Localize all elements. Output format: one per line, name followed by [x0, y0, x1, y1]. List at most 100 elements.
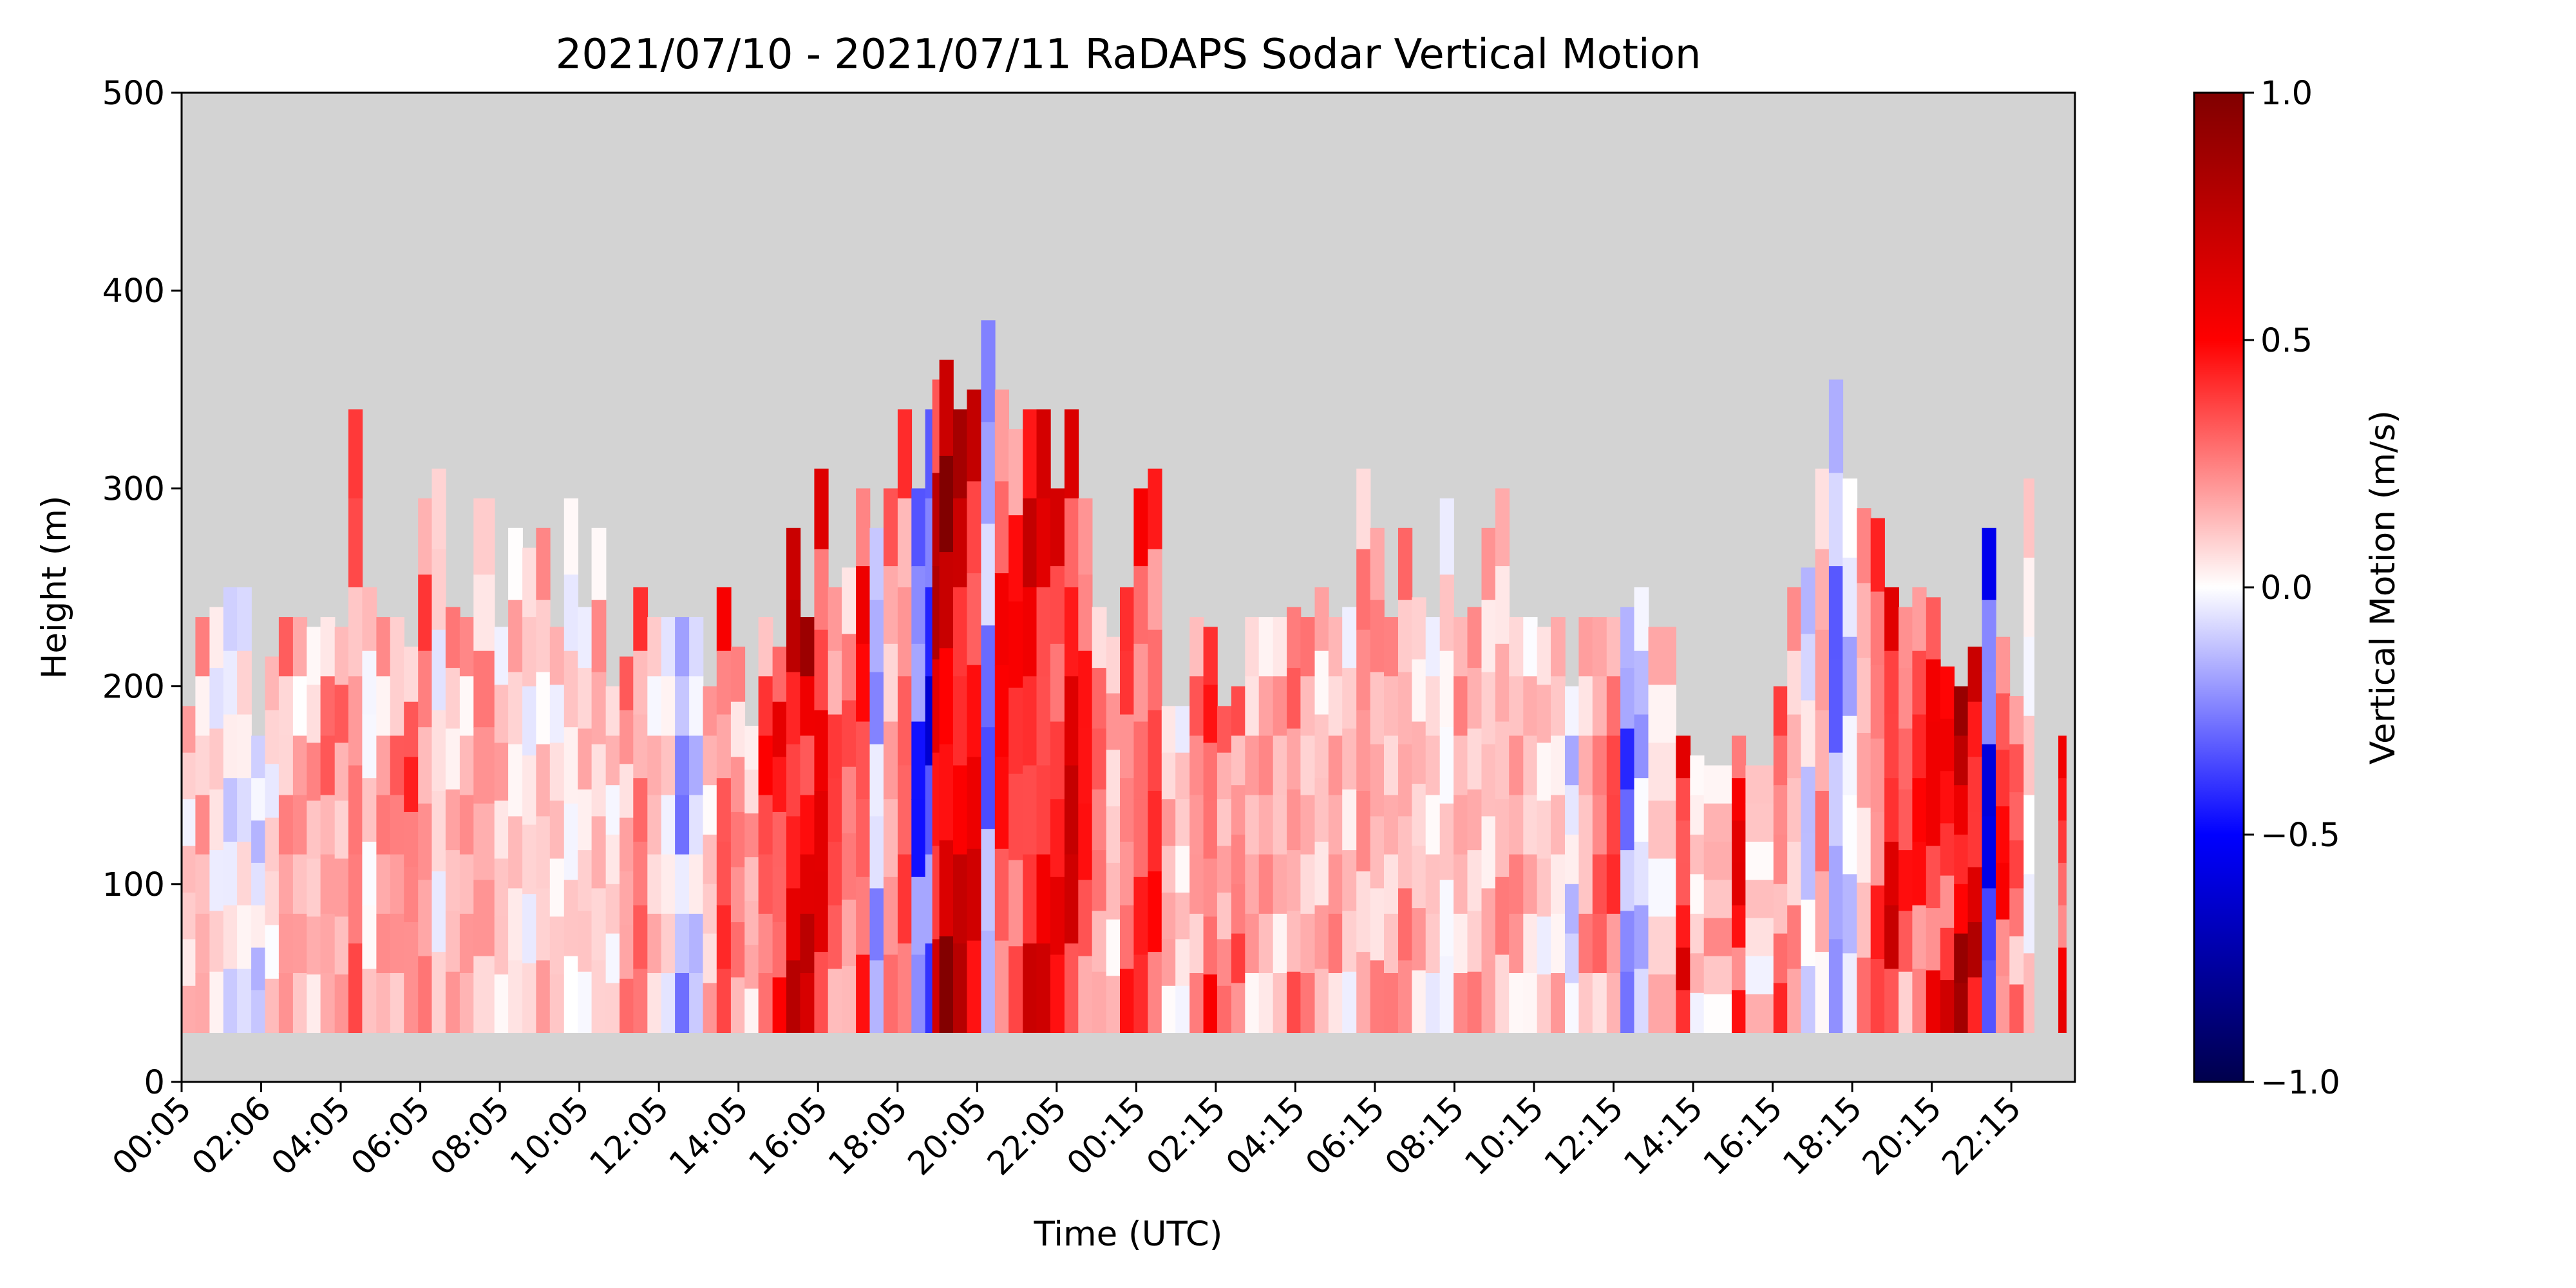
heatmap-cell	[1537, 974, 1551, 1033]
heatmap-cell	[1982, 816, 1996, 889]
heatmap-cell	[404, 922, 419, 978]
heatmap-cell	[1412, 970, 1426, 1033]
heatmap-cell	[1425, 795, 1441, 855]
heatmap-column	[1370, 527, 1385, 1033]
heatmap-cell	[730, 647, 746, 703]
heatmap-cell	[1801, 899, 1816, 967]
heatmap-cell	[1481, 672, 1496, 745]
heatmap-cell	[564, 956, 578, 1033]
heatmap-cell	[1412, 721, 1426, 784]
heatmap-column	[1495, 488, 1510, 1033]
heatmap-cell	[1703, 918, 1732, 957]
plot-frame	[180, 91, 2076, 1083]
heatmap-cell	[418, 880, 433, 957]
heatmap-cell	[1412, 659, 1426, 723]
heatmap-cell	[307, 800, 321, 860]
heatmap-cell	[1342, 789, 1357, 851]
heatmap-cell	[1342, 971, 1357, 1033]
heatmap-cell	[1078, 574, 1093, 652]
heatmap-cell	[1175, 846, 1190, 893]
heatmap-cell	[911, 643, 926, 723]
heatmap-column	[564, 498, 578, 1033]
heatmap-cell	[1078, 650, 1093, 728]
heatmap-cell	[1967, 757, 1983, 813]
colorbar-tick-label: 1.0	[2260, 75, 2313, 113]
heatmap-cell	[897, 409, 913, 499]
heatmap-cell	[1578, 854, 1593, 914]
heatmap-cell	[758, 676, 773, 737]
heatmap-cell	[1314, 650, 1329, 715]
heatmap-cell	[1620, 850, 1635, 912]
heatmap-cell	[1954, 785, 1969, 835]
heatmap-cell	[1495, 566, 1510, 645]
heatmap-cell	[1815, 952, 1830, 1033]
heatmap-cell	[1245, 617, 1260, 677]
heatmap-cell	[994, 940, 1009, 1033]
heatmap-cell	[1092, 607, 1107, 668]
heatmap-cell	[1912, 714, 1927, 779]
heatmap-cell	[1133, 488, 1149, 567]
heatmap-cell	[1732, 905, 1747, 949]
heatmap-cell	[1578, 617, 1593, 677]
heatmap-cell	[620, 871, 634, 926]
heatmap-cell	[1287, 607, 1302, 668]
heatmap-cell	[1996, 693, 2011, 751]
heatmap-column	[800, 617, 815, 1033]
heatmap-cell	[883, 876, 898, 956]
heatmap-column	[1578, 617, 1593, 1033]
heatmap-cell	[1773, 884, 1788, 934]
heatmap-cell	[320, 617, 336, 677]
heatmap-cell	[1815, 791, 1830, 872]
heatmap-cell	[1217, 893, 1232, 940]
heatmap-cell	[1454, 676, 1468, 737]
heatmap-cell	[265, 656, 279, 711]
heatmap-column	[967, 389, 982, 1033]
heatmap-cell	[939, 359, 954, 457]
heatmap-cell	[209, 668, 224, 730]
heatmap-cell	[994, 665, 1009, 758]
heatmap-cell	[1773, 835, 1788, 885]
heatmap-column	[1175, 706, 1190, 1033]
heatmap-cell	[744, 813, 759, 858]
heatmap-cell	[689, 735, 704, 796]
heatmap-cell	[362, 905, 377, 970]
heatmap-cell	[1509, 795, 1524, 855]
heatmap-cell	[1551, 913, 1566, 974]
heatmap-cell	[786, 744, 801, 817]
heatmap-column	[1732, 735, 1747, 1033]
heatmap-cell	[1870, 665, 1885, 739]
heatmap-cell	[536, 960, 551, 1033]
heatmap-cell	[620, 925, 634, 980]
heatmap-cell	[1842, 478, 1858, 558]
heatmap-cell	[703, 686, 717, 737]
x-tick-label: 06:05	[344, 1089, 438, 1183]
heatmap-cell	[1703, 880, 1732, 919]
heatmap-cell	[1328, 795, 1343, 855]
heatmap-cell	[703, 983, 717, 1033]
heatmap-cell	[953, 409, 968, 499]
heatmap-cell	[376, 676, 391, 737]
heatmap-cell	[1273, 795, 1287, 855]
heatmap-cell	[431, 468, 446, 550]
heatmap-cell	[418, 574, 433, 652]
heatmap-column	[856, 488, 871, 1033]
heatmap-cell	[591, 816, 607, 889]
heatmap-cell	[2023, 636, 2035, 717]
heatmap-cell	[459, 973, 475, 1033]
heatmap-cell	[772, 701, 787, 758]
heatmap-cell	[1926, 846, 1941, 909]
heatmap-cell	[1133, 799, 1149, 878]
heatmap-cell	[1120, 650, 1135, 715]
heatmap-cell	[1106, 750, 1121, 807]
heatmap-cell	[1690, 795, 1705, 835]
heatmap-cell	[494, 800, 509, 860]
heatmap-cell	[1133, 954, 1149, 1033]
heatmap-cell	[1217, 799, 1232, 847]
heatmap-cell	[730, 811, 746, 868]
heatmap-cell	[856, 566, 871, 645]
heatmap-column	[1245, 617, 1260, 1033]
heatmap-cell	[675, 913, 690, 974]
heatmap-column	[1982, 527, 1996, 1033]
x-tick-label: 08:05	[424, 1089, 518, 1183]
heatmap-cell	[564, 803, 578, 880]
